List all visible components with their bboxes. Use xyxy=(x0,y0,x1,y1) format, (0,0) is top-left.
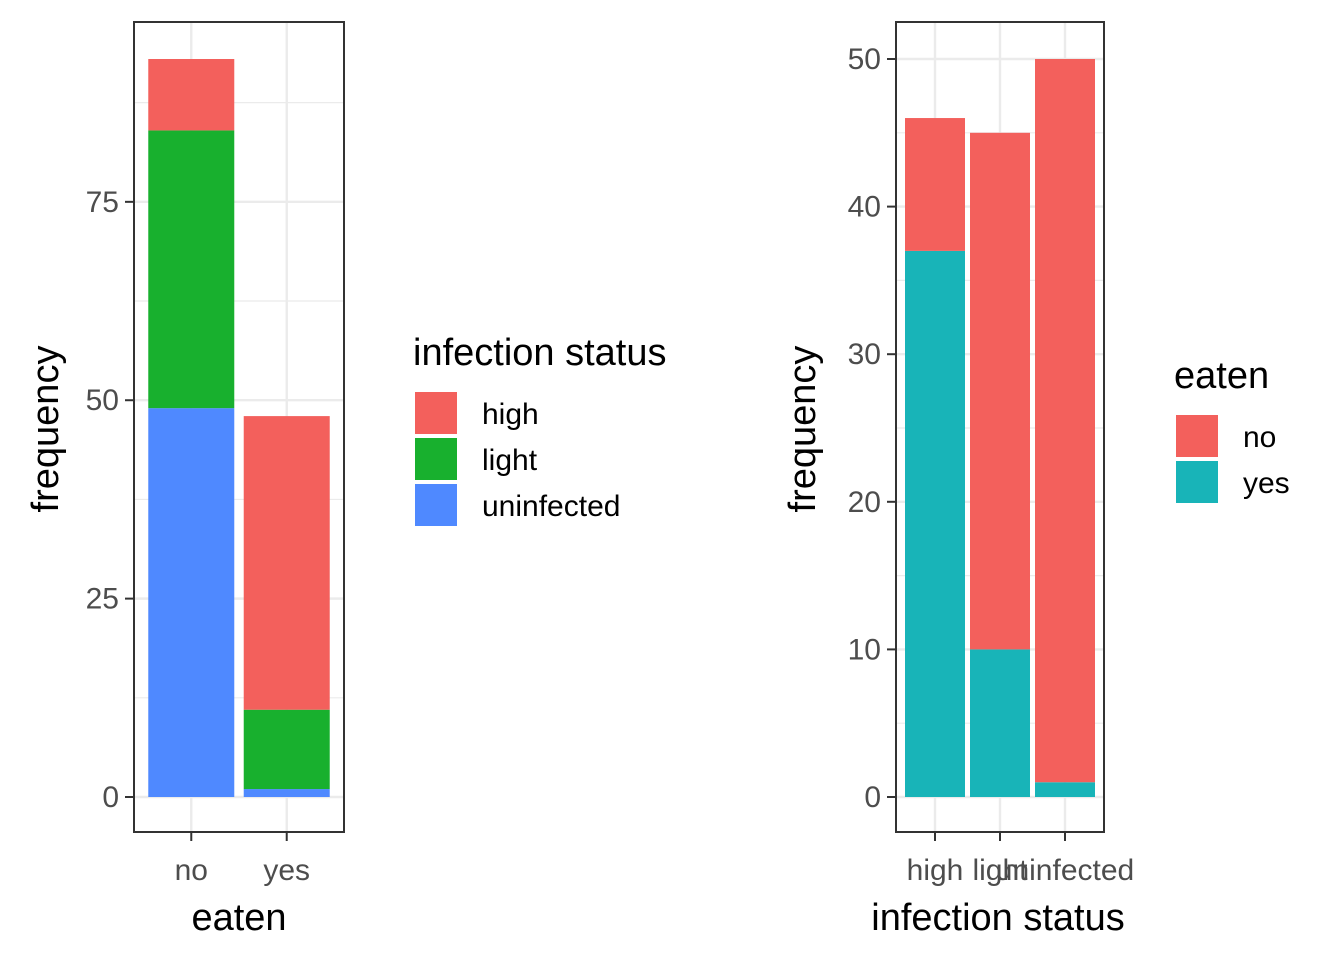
bar-high-yes xyxy=(243,416,330,710)
y-tick-label: 30 xyxy=(848,338,881,371)
x-tick-label: uninfected xyxy=(996,854,1134,887)
legend: eaten no yes xyxy=(1174,355,1290,503)
bar-uninfected-no xyxy=(148,408,235,797)
y-tick-label: 25 xyxy=(86,583,119,616)
y-axis-title: frequency xyxy=(782,346,824,513)
legend-key-high xyxy=(415,392,457,434)
legend-label-uninfected: uninfected xyxy=(482,490,620,523)
legend-label-light: light xyxy=(482,444,538,477)
x-tick-label: high xyxy=(907,854,964,887)
bar-no-light xyxy=(970,132,1030,650)
bar-no-uninfected xyxy=(1035,59,1095,783)
legend-key-uninfected xyxy=(415,484,457,526)
x-tick-label: yes xyxy=(263,854,310,887)
bar-yes-light xyxy=(970,649,1030,797)
y-tick-label: 40 xyxy=(848,191,881,224)
x-tick-label: no xyxy=(175,854,208,887)
legend-label-yes: yes xyxy=(1243,467,1290,500)
bar-uninfected-yes xyxy=(243,789,330,797)
bar-no-high xyxy=(905,118,965,251)
legend-label-high: high xyxy=(482,398,539,431)
legend-title: infection status xyxy=(413,332,666,374)
y-tick-label: 10 xyxy=(848,633,881,666)
x-axis-title: eaten xyxy=(191,897,286,939)
panel-border xyxy=(133,21,345,833)
legend-key-no xyxy=(1176,415,1218,457)
legend-title: eaten xyxy=(1174,355,1269,397)
chart-eaten-by-infection: 0 25 50 75 no yes eaten frequency infection stat… xyxy=(25,21,666,939)
y-axis-title: frequency xyxy=(25,346,67,513)
bar-yes-uninfected xyxy=(1035,782,1095,797)
x-axis-title: infection status xyxy=(871,897,1124,939)
y-tick-label: 0 xyxy=(864,781,881,814)
legend-key-yes xyxy=(1176,461,1218,503)
y-tick-label: 0 xyxy=(102,781,119,814)
bar-light-yes xyxy=(243,709,330,790)
y-tick-label: 50 xyxy=(86,384,119,417)
y-tick-label: 50 xyxy=(848,43,881,76)
legend-key-light xyxy=(415,438,457,480)
y-tick-label: 20 xyxy=(848,486,881,519)
bar-high-no xyxy=(148,59,235,131)
bar-yes-high xyxy=(905,250,965,797)
y-tick-label: 75 xyxy=(86,186,119,219)
legend: infection status high light uninfected xyxy=(413,332,666,526)
bar-light-no xyxy=(148,130,235,409)
x-tick-label: light xyxy=(972,854,1028,887)
legend-label-no: no xyxy=(1243,421,1276,454)
